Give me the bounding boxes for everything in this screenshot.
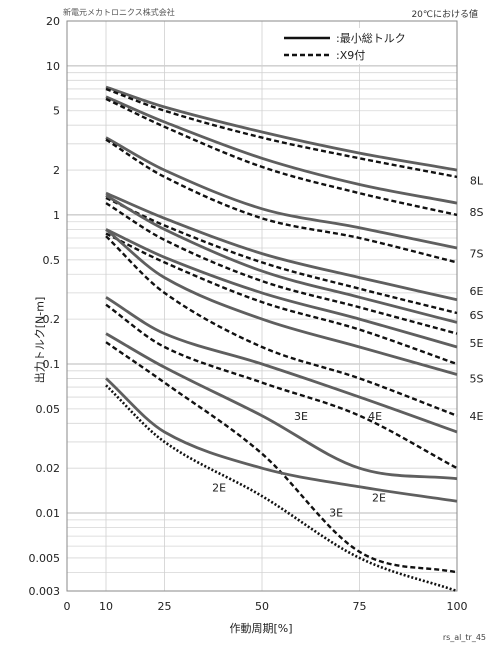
series-5E-dashed [105,232,458,366]
curve-label: 5E [470,337,484,350]
y-tick-label: 2 [53,164,60,177]
x-tick-label: 0 [64,600,71,613]
series-2E-solid [105,377,458,503]
series-8S-dashed [105,97,458,217]
y-axis-label: 出力トルク[N-m] [33,296,47,384]
curve-label: 3E [294,410,308,423]
curve-label: 8L [470,175,484,188]
curve-label: 4E [470,410,484,423]
x-tick-label: 100 [447,600,468,613]
series-lines [105,85,458,593]
legend-label: :最小総トルク [336,31,406,45]
x-axis-label: 作動周期[%] [229,621,292,635]
x-tick-label: 75 [353,600,367,613]
series-5S-dashed [105,235,458,417]
series-5S-solid [105,228,458,376]
company-name: 新電元メカトロニクス株式会社 [63,8,175,17]
curve-label: 2E [372,491,386,504]
curve-label: 4E [368,410,382,423]
curve-label: 6E [470,285,484,298]
y-tick-label: 0.01 [36,507,61,520]
x-tick-label: 25 [158,600,172,613]
condition-note: 20℃における値 [411,10,478,20]
y-tick-label: 0.003 [29,585,61,598]
y-tick-label: 10 [46,60,60,73]
legend-label: :X9付 [336,49,365,62]
curve-label: 7S [470,247,484,260]
y-tick-label: 1 [53,209,60,222]
legend: :最小総トルク :X9付 [278,28,426,64]
figure-code: rs_al_tr_45 [442,633,486,642]
axes [66,20,458,592]
series-6E-solid [105,191,458,302]
series-7S-dashed [105,138,458,264]
series-2E-dotted [105,384,458,593]
series-6S-dashed [105,202,458,335]
y-tick-label: 0.2 [43,313,61,326]
series-7S-solid [105,136,458,250]
legend-box [278,28,426,64]
y-tick-label: 0.005 [29,552,61,565]
series-4E-solid [105,296,458,434]
curve-labels: 8L 8S 7S 6E 6S 5E 5S 4E 3E 4E 2E 2E 3E [212,175,484,520]
y-tick-label: 0.1 [43,358,61,371]
series-3E-solid [105,332,458,481]
y-tick-label: 20 [46,15,60,28]
curve-label: 6S [470,309,484,322]
curve-label: 2E [212,481,226,494]
series-8S-solid [105,95,458,205]
series-5E-solid [105,228,458,349]
series-8L-dashed [105,87,458,179]
series-3E-dashed [105,341,458,574]
series-8L-solid [105,85,458,172]
curve-label: 5S [470,373,484,386]
series-4E-dashed [105,303,458,470]
curve-label: 3E [329,506,343,519]
x-tick-label: 50 [255,600,269,613]
y-tick-label: 5 [53,105,60,118]
y-tick-label: 0.5 [43,254,61,267]
series-6S-solid [105,194,458,324]
curve-label: 8S [470,206,484,219]
series-6E-dashed [105,196,458,315]
y-tick-label: 0.02 [36,462,61,475]
x-tick-label: 10 [99,600,113,613]
y-tick-label: 0.05 [36,403,61,416]
plot-frame [66,20,458,592]
